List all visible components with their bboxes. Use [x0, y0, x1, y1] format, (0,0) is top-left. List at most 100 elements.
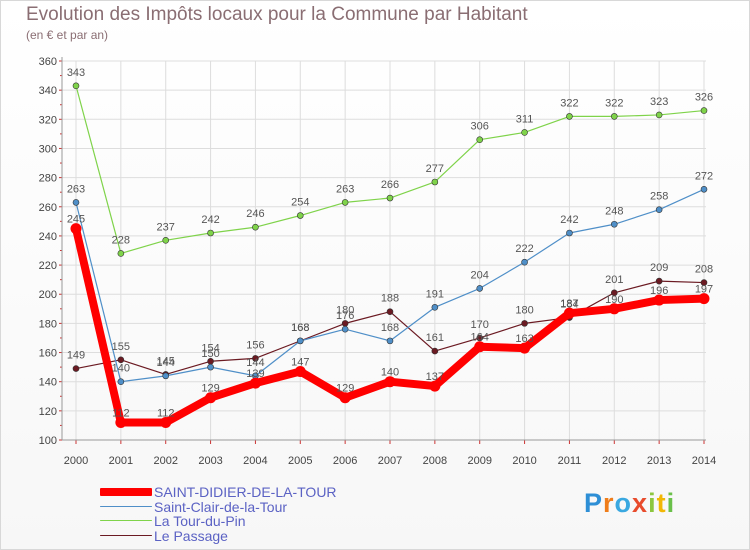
- y-tick-label: 100: [39, 435, 57, 447]
- x-tick-label: 2008: [423, 455, 447, 467]
- x-tick-label: 2006: [333, 455, 357, 467]
- y-tick-label: 200: [39, 289, 57, 301]
- data-label-2: 228: [112, 234, 130, 246]
- data-point-1: [72, 199, 80, 206]
- data-label-2: 263: [336, 183, 354, 195]
- data-label-1: 150: [201, 348, 219, 360]
- data-point-2: [72, 82, 80, 90]
- data-label-3: 156: [246, 339, 264, 351]
- data-point-3: [386, 308, 394, 316]
- data-label-0: 137: [426, 371, 444, 383]
- data-point-2: [700, 107, 708, 114]
- data-point-2: [431, 178, 439, 186]
- data-label-0: 147: [291, 356, 309, 368]
- line-chart: 100 120 140 160 180 200 220 240 260 280 300 320 340 3…: [39, 56, 717, 467]
- chart-subtitle: (en € et par an): [26, 28, 109, 42]
- x-tick-label: 2002: [153, 455, 177, 467]
- legend-label: SAINT-DIDIER-DE-LA-TOUR: [154, 484, 337, 500]
- data-point-3: [431, 347, 439, 355]
- data-label-0: 112: [157, 408, 175, 420]
- data-label-2: 306: [471, 121, 489, 133]
- legend-item-saint-didier[interactable]: SAINT-DIDIER-DE-LA-TOUR: [100, 484, 400, 500]
- data-label-2: 343: [67, 67, 85, 79]
- data-label-1: 248: [605, 205, 623, 217]
- data-point-1: [296, 337, 304, 345]
- data-point-0: [608, 303, 620, 315]
- legend-label: Le Passage: [154, 527, 228, 544]
- data-label-0: 163: [515, 333, 533, 345]
- legend-item-le-passage[interactable]: Le Passage: [100, 527, 400, 544]
- data-point-3: [476, 334, 484, 342]
- x-tick-label: 2013: [647, 455, 671, 467]
- logo-letter: x: [632, 488, 649, 518]
- data-point-0: [429, 380, 441, 392]
- logo-letter: i: [648, 488, 657, 518]
- proxiti-logo[interactable]: Proxiti: [584, 488, 675, 519]
- data-point-3: [117, 356, 125, 364]
- data-label-3: 154: [201, 342, 219, 354]
- y-tick-label: 280: [39, 173, 57, 185]
- data-point-2: [341, 199, 349, 206]
- data-label-3: 145: [157, 355, 175, 367]
- data-point-2: [610, 113, 618, 120]
- data-label-1: 144: [157, 357, 175, 369]
- data-label-2: 322: [560, 97, 578, 109]
- data-point-0: [653, 294, 665, 306]
- data-label-3: 168: [291, 322, 309, 334]
- data-point-1: [117, 378, 125, 385]
- data-label-1: 168: [381, 322, 399, 334]
- data-point-0: [384, 376, 396, 388]
- data-point-1: [431, 304, 439, 311]
- data-point-1: [655, 206, 663, 213]
- data-point-0: [563, 307, 575, 319]
- data-label-1: 222: [515, 243, 533, 255]
- data-point-2: [162, 236, 170, 244]
- data-point-1: [162, 372, 170, 380]
- y-tick-label: 260: [39, 202, 57, 214]
- data-label-3: 170: [471, 319, 489, 331]
- data-point-2: [252, 223, 259, 231]
- data-point-2: [655, 111, 663, 119]
- data-label-1: 272: [695, 170, 713, 182]
- legend-label: Saint-Clair-de-la-Tour: [154, 498, 288, 515]
- y-tick-label: 360: [39, 56, 57, 68]
- data-point-1: [610, 220, 618, 228]
- y-tick-label: 340: [39, 85, 57, 97]
- legend-swatch-la-tour-du-pin: [100, 520, 152, 521]
- data-point-2: [566, 113, 573, 120]
- data-label-0: 245: [67, 214, 85, 226]
- data-point-3: [610, 289, 618, 297]
- x-tick-label: 2005: [288, 455, 312, 467]
- logo-letter: i: [666, 488, 676, 518]
- legend-swatch-le-passage: [100, 534, 152, 536]
- data-label-2: 311: [516, 113, 534, 125]
- data-point-0: [698, 293, 710, 305]
- data-label-0: 164: [471, 332, 489, 344]
- data-point-1: [521, 258, 528, 266]
- data-point-1: [207, 363, 214, 371]
- data-point-0: [294, 365, 306, 377]
- data-point-2: [117, 250, 125, 257]
- data-label-1: 176: [336, 310, 354, 322]
- chart-title: Evolution des Impôts locaux pour la Comm…: [26, 4, 528, 25]
- y-tick-label: 220: [39, 260, 57, 272]
- data-label-1: 204: [471, 269, 489, 281]
- data-label-1: 168: [291, 322, 309, 334]
- data-label-0: 129: [201, 383, 219, 395]
- data-label-1: 144: [246, 357, 264, 369]
- legend-item-la-tour-du-pin[interactable]: La Tour-du-Pin: [100, 513, 400, 529]
- legend-item-saint-clair[interactable]: Saint-Clair-de-la-Tour: [100, 498, 400, 515]
- x-tick-label: 2001: [109, 455, 133, 467]
- data-label-1: 242: [560, 214, 578, 226]
- y-tick-label: 300: [39, 143, 57, 155]
- data-label-3: 161: [426, 332, 444, 344]
- logo-letter: r: [603, 488, 615, 518]
- data-point-1: [700, 185, 708, 193]
- x-tick-label: 2003: [198, 455, 222, 467]
- y-tick-label: 160: [39, 348, 57, 360]
- x-tick-label: 2010: [512, 455, 536, 467]
- data-label-3: 184: [560, 299, 578, 311]
- x-tick-label: 2009: [467, 455, 491, 467]
- y-tick-label: 240: [39, 231, 57, 243]
